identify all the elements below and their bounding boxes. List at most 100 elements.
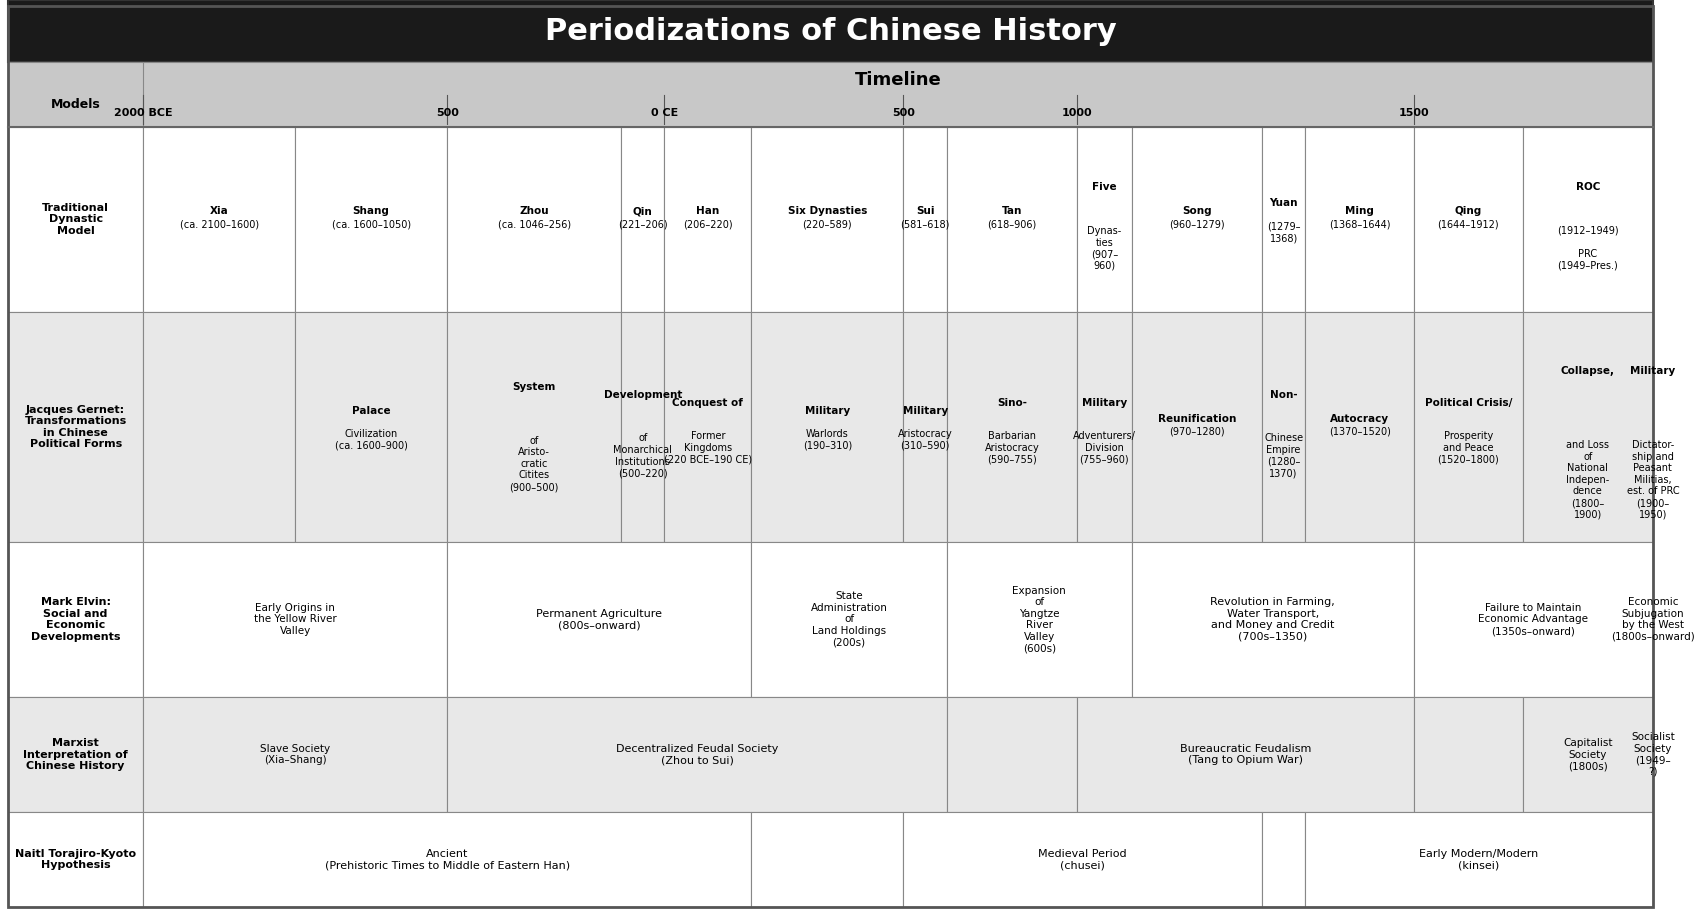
Text: Qing: Qing [1455,207,1482,217]
Bar [665,127,751,312]
Bar [946,697,1077,812]
Text: Sui: Sui [916,207,934,217]
Text: Five: Five [1092,182,1116,192]
Bar [1077,127,1131,312]
Bar [8,0,1654,62]
Text: Military: Military [1082,398,1128,408]
Text: Zhou: Zhou [519,207,550,217]
Text: Economic
Subjugation
by the West
(1800s–onward): Economic Subjugation by the West (1800s–… [1611,597,1694,642]
Text: (220–589): (220–589) [802,220,851,230]
Text: 1000: 1000 [1062,108,1092,118]
Text: System: System [512,382,556,392]
Text: Qin: Qin [633,207,653,217]
Bar [751,127,904,312]
Bar [8,542,142,697]
Text: (ca. 2100–1600): (ca. 2100–1600) [180,220,259,230]
Text: Naitl Torajiro-Kyoto
Hypothesis: Naitl Torajiro-Kyoto Hypothesis [15,849,136,870]
Text: 0 CE: 0 CE [651,108,678,118]
Text: Marxist
Interpretation of
Chinese History: Marxist Interpretation of Chinese Histor… [24,737,129,771]
Text: Prosperity
and Peace
(1520–1800): Prosperity and Peace (1520–1800) [1438,431,1499,465]
Bar [946,312,1077,542]
Text: Non-: Non- [1270,390,1297,400]
Text: and Loss
of
National
Indepen-
dence
(1800–
1900): and Loss of National Indepen- dence (180… [1565,440,1610,520]
Text: of
Monarchical
Institutions
(500–220): of Monarchical Institutions (500–220) [614,434,672,479]
Bar [1414,697,1523,812]
Bar [904,127,946,312]
Text: (1370–1520): (1370–1520) [1328,426,1391,436]
Text: Development: Development [604,390,682,400]
Text: 500: 500 [436,108,458,118]
Text: Ancient
(Prehistoric Times to Middle of Eastern Han): Ancient (Prehistoric Times to Middle of … [324,849,570,870]
Text: 2000 BCE: 2000 BCE [114,108,173,118]
Bar [1262,312,1306,542]
Bar [904,812,1262,907]
Bar [8,62,1654,127]
Text: Political Crisis/: Political Crisis/ [1425,398,1511,408]
Bar [1131,127,1262,312]
Text: Military: Military [902,406,948,416]
Bar [142,312,295,542]
Bar [448,312,621,542]
Bar [751,542,946,697]
Text: Civilization
(ca. 1600–900): Civilization (ca. 1600–900) [334,429,407,450]
Bar [1306,127,1414,312]
Bar [1131,312,1262,542]
Text: (1279–
1368): (1279– 1368) [1267,221,1301,243]
Text: of
Aristo-
cratic
Citites
(900–500): of Aristo- cratic Citites (900–500) [509,436,558,492]
Text: Revolution in Farming,
Water Transport,
and Money and Credit
(700s–1350): Revolution in Farming, Water Transport, … [1211,597,1335,642]
Text: Early Origins in
the Yellow River
Valley: Early Origins in the Yellow River Valley [254,603,336,636]
Text: Six Dynasties: Six Dynasties [787,207,867,217]
Text: Palace: Palace [351,406,390,416]
Text: (970–1280): (970–1280) [1169,426,1225,436]
Text: (206–220): (206–220) [683,220,733,230]
Text: Tan: Tan [1002,207,1023,217]
Text: Permanent Agriculture
(800s–onward): Permanent Agriculture (800s–onward) [536,608,661,630]
Text: Yuan: Yuan [1269,199,1297,209]
Bar [1077,312,1131,542]
Bar [1414,127,1523,312]
Text: Ming: Ming [1345,207,1374,217]
Bar [665,312,751,542]
Text: Socialist
Society
(1949–
?): Socialist Society (1949– ?) [1632,732,1674,777]
Text: Xia: Xia [210,207,229,217]
Text: Song: Song [1182,207,1211,217]
Bar [1306,812,1654,907]
Text: (1644–1912): (1644–1912) [1438,220,1499,230]
Bar [448,127,621,312]
Text: Slave Society
(Xia–Shang): Slave Society (Xia–Shang) [259,744,331,765]
Text: Military: Military [806,406,850,416]
Bar [621,127,665,312]
Bar [1414,312,1523,542]
Bar [448,542,751,697]
Text: Collapse,: Collapse, [1560,366,1615,376]
Text: (221–206): (221–206) [617,220,668,230]
Bar [1131,542,1414,697]
Bar [142,812,751,907]
Bar [1523,697,1654,812]
Bar [8,62,142,127]
Text: Decentralized Feudal Society
(Zhou to Sui): Decentralized Feudal Society (Zhou to Su… [616,744,778,765]
Text: 1500: 1500 [1399,108,1430,118]
Text: Models: Models [51,98,100,111]
Text: Capitalist
Society
(1800s): Capitalist Society (1800s) [1564,737,1613,771]
Text: (960–1279): (960–1279) [1169,220,1225,230]
Text: Military: Military [1630,366,1676,376]
Bar [295,312,448,542]
Bar [751,812,904,907]
Text: Autocracy: Autocracy [1330,414,1389,424]
Text: Dictator-
ship and
Peasant
Militias,
est. of PRC
(1900–
1950): Dictator- ship and Peasant Militias, est… [1626,440,1679,520]
Bar [448,697,946,812]
Text: ROC: ROC [1576,182,1599,192]
Bar [8,697,142,812]
Bar [8,127,142,312]
Text: Early Modern/Modern
(kinsei): Early Modern/Modern (kinsei) [1420,849,1538,870]
Text: Dynas-
ties
(907–
960): Dynas- ties (907– 960) [1087,226,1121,271]
Text: Barbarian
Aristocracy
(590–755): Barbarian Aristocracy (590–755) [985,431,1040,465]
Text: State
Administration
of
Land Holdings
(200s): State Administration of Land Holdings (2… [811,591,887,648]
Text: Jacques Gernet:
Transformations
in Chinese
Political Forms: Jacques Gernet: Transformations in Chine… [24,404,127,449]
Text: Chinese
Empire
(1280–
1370): Chinese Empire (1280– 1370) [1264,434,1303,479]
Text: Timeline: Timeline [855,71,941,89]
Bar [8,812,142,907]
Bar [1306,312,1414,542]
Bar [904,312,946,542]
